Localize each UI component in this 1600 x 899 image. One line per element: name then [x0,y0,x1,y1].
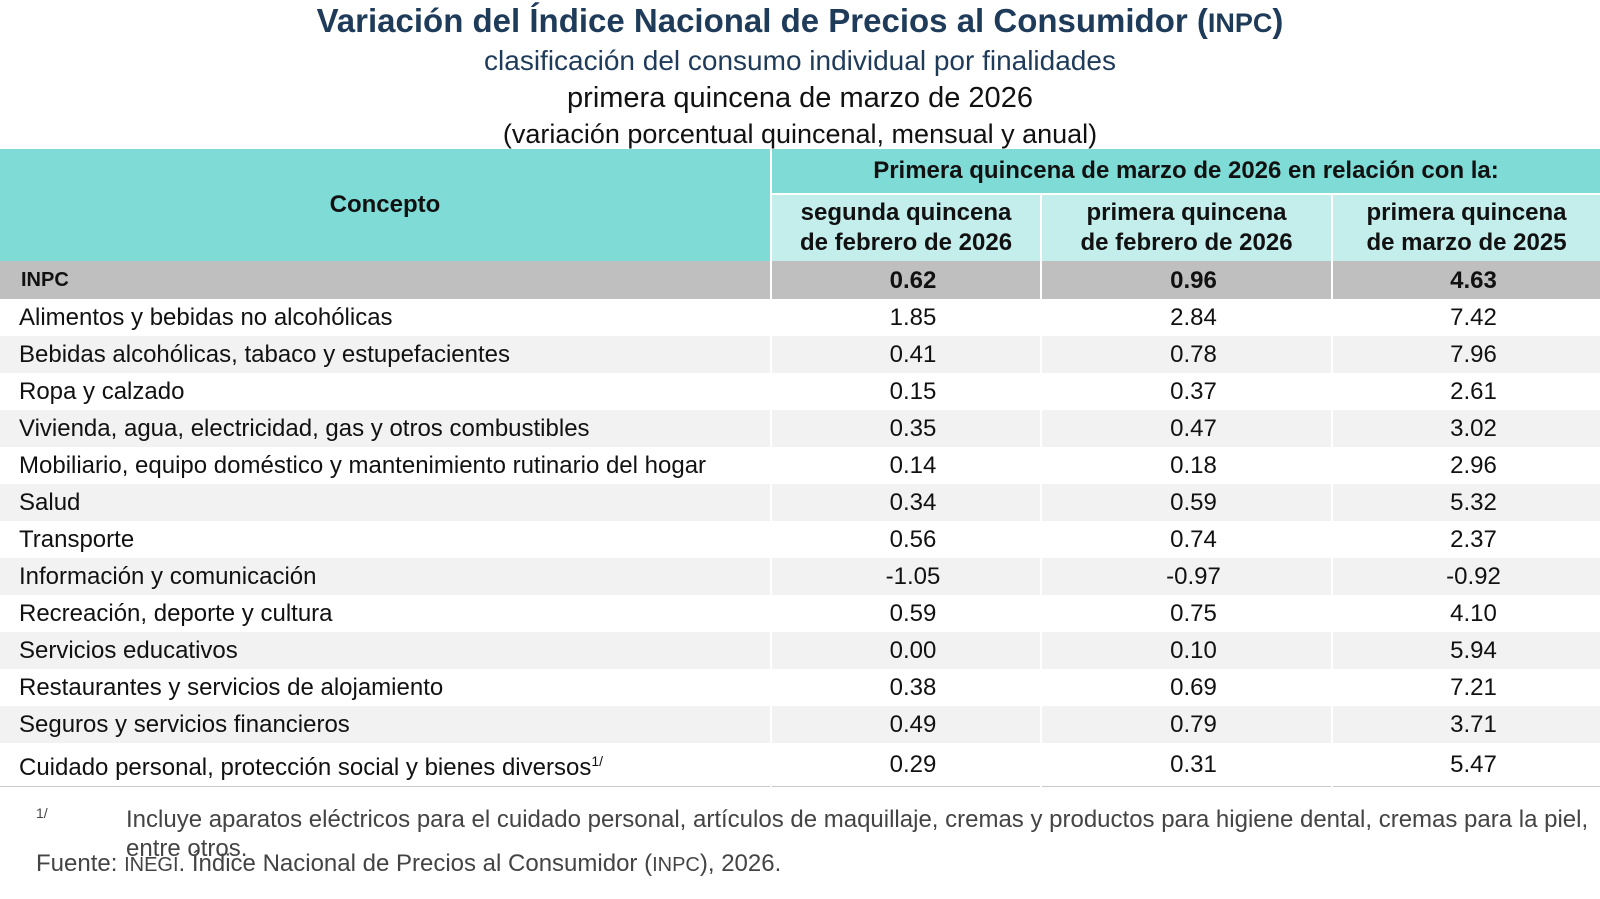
column-header: primera quincena de marzo de 2025 [1332,194,1600,261]
title-abbr: INPC [1207,8,1273,38]
row-label: Transporte [0,521,772,558]
row-value: 0.14 [771,447,1042,484]
table-row: Salud 0.34 0.59 5.32 [0,484,1600,521]
row-value: 7.96 [1332,336,1600,373]
row-label: INPC [0,261,772,299]
row-label: Seguros y servicios financieros [0,706,772,743]
table-row: Seguros y servicios financieros 0.49 0.7… [0,706,1600,743]
subtitle-classification: clasificación del consumo individual por… [484,45,1116,76]
row-value: 4.10 [1450,600,1497,627]
row-value: 2.84 [1041,299,1333,336]
row-value: 7.42 [1450,304,1497,331]
inpc-table: Concepto Primera quincena de marzo de 20… [0,149,1600,787]
footnote-ref: 1/ [591,753,604,769]
table-row: Alimentos y bebidas no alcohólicas 1.85 … [0,299,1600,336]
footnote-mark: 1/ [36,805,48,821]
page-title: Variación del Índice Nacional de Precios… [0,0,1600,42]
row-value: 0.69 [1041,669,1333,706]
row-value: 0.49 [771,706,1042,743]
row-value: 0.41 [771,336,1042,373]
row-value: 0.96 [1041,261,1333,299]
table-row: Información y comunicación -1.05 -0.97 -… [0,558,1600,595]
footnote: 1/ Incluye aparatos eléctricos para el c… [36,805,1596,863]
row-value: 7.21 [1450,674,1497,701]
concept-header: Concepto [0,149,772,261]
row-value: 0.10 [1041,632,1333,669]
row-value: 5.32 [1332,484,1600,521]
row-value: 2.96 [1450,452,1497,479]
row-value: 0.38 [771,669,1042,706]
title-text: Variación del Índice Nacional de Precios… [316,2,1208,39]
source-note: Fuente: INEGI. Índice Nacional de Precio… [36,849,781,880]
table-row: Recreación, deporte y cultura 0.59 0.75 … [0,595,1600,632]
source-text: . Índice Nacional de Precios al Consumid… [178,850,653,877]
row-value: 5.47 [1332,743,1600,787]
footnote-text: Incluye aparatos eléctricos para el cuid… [126,806,1589,862]
row-value: 0.15 [771,373,1042,410]
row-label: Bebidas alcohólicas, tabaco y estupefaci… [0,336,772,373]
row-value: 0.59 [771,595,1042,632]
source-label: Fuente: [36,850,118,877]
title-end: ) [1272,2,1284,39]
table-row: Vivienda, agua, electricidad, gas y otro… [0,410,1600,447]
row-value: 0.00 [771,632,1042,669]
row-value: 4.63 [1332,261,1600,299]
row-label: Servicios educativos [0,632,772,669]
row-value: 0.56 [771,521,1042,558]
row-label: Alimentos y bebidas no alcohólicas [0,299,772,336]
row-value: -1.05 [771,558,1042,595]
column-header: segunda quincena de febrero de 2026 [771,194,1042,261]
report-header: Variación del Índice Nacional de Precios… [0,0,1600,151]
row-value: 0.31 [1041,743,1333,787]
source-end: ), 2026. [699,850,782,877]
row-label: Recreación, deporte y cultura [0,595,772,632]
row-value: 0.78 [1041,336,1333,373]
row-value: 0.74 [1041,521,1333,558]
row-value: -0.92 [1332,558,1600,595]
subtitle-units: (variación porcentual quincenal, mensual… [502,119,1098,149]
source-org: INEGI [124,854,179,876]
row-label: Cuidado personal, protección social y bi… [0,743,772,787]
row-value: 0.59 [1041,484,1333,521]
row-value: 3.71 [1332,706,1600,743]
source-abbr: INPC [652,854,700,876]
row-value: 1.85 [771,299,1042,336]
row-value: 5.94 [1332,632,1600,669]
column-header: primera quincena de febrero de 2026 [1041,194,1333,261]
row-value: 0.29 [771,743,1042,787]
row-label: Salud [0,484,772,521]
row-value: 2.37 [1450,526,1497,553]
table-row-inpc: INPC 0.62 0.96 4.63 [0,261,1600,299]
row-value: 0.75 [1041,595,1333,632]
row-label: Información y comunicación [0,558,772,595]
table-row: Mobiliario, equipo doméstico y mantenimi… [0,447,1600,484]
table-row: Transporte 0.56 0.74 2.37 [0,521,1600,558]
row-label: Restaurantes y servicios de alojamiento [0,669,772,706]
table-row: Restaurantes y servicios de alojamiento … [0,669,1600,706]
row-value: 0.37 [1041,373,1333,410]
row-value: 0.35 [771,410,1042,447]
row-label: Vivienda, agua, electricidad, gas y otro… [0,410,772,447]
row-value: 0.34 [771,484,1042,521]
row-value: 0.47 [1041,410,1333,447]
table-row: Bebidas alcohólicas, tabaco y estupefaci… [0,336,1600,373]
row-value: -0.97 [1041,558,1333,595]
row-value: 3.02 [1332,410,1600,447]
subtitle-period: primera quincena de marzo de 2026 [567,82,1033,114]
row-label: Ropa y calzado [0,373,772,410]
row-value: 0.62 [771,261,1042,299]
table-row: Ropa y calzado 0.15 0.37 2.61 [0,373,1600,410]
row-value: 2.61 [1450,378,1497,405]
row-value: 0.18 [1041,447,1333,484]
row-value: 0.79 [1041,706,1333,743]
group-header: Primera quincena de marzo de 2026 en rel… [771,149,1600,195]
table-row: Cuidado personal, protección social y bi… [0,743,1600,787]
table-row: Servicios educativos 0.00 0.10 5.94 [0,632,1600,669]
row-label: Mobiliario, equipo doméstico y mantenimi… [0,447,772,484]
